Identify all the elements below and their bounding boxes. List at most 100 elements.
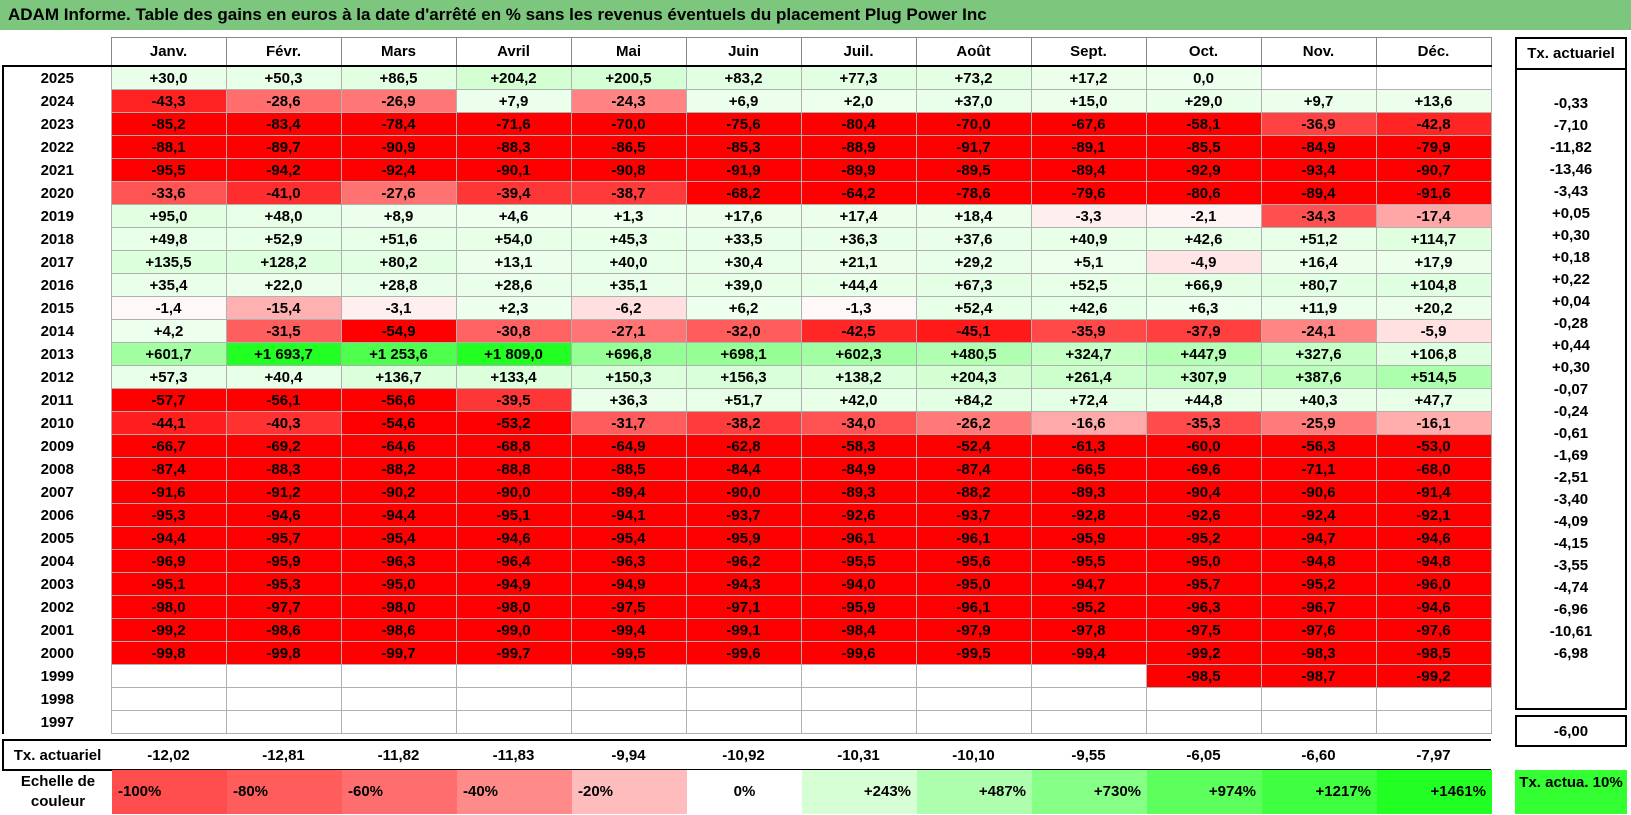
gain-cell: +307,9 bbox=[1145, 365, 1262, 389]
gain-cell: +30,0 bbox=[110, 65, 227, 90]
gain-cell: -94,8 bbox=[1375, 549, 1492, 573]
gain-cell: +601,7 bbox=[110, 342, 227, 366]
month-header: Févr. bbox=[225, 37, 342, 67]
gain-cell: -34,3 bbox=[1260, 204, 1377, 228]
gain-cell: -94,3 bbox=[685, 572, 802, 596]
header-corner bbox=[3, 37, 111, 67]
gain-cell: -31,5 bbox=[225, 319, 342, 343]
month-header: Avril bbox=[455, 37, 572, 67]
gain-cell: -58,3 bbox=[800, 434, 917, 458]
gain-cell bbox=[915, 687, 1032, 711]
gain-cell: -92,1 bbox=[1375, 503, 1492, 527]
gain-cell: +33,5 bbox=[685, 227, 802, 251]
gain-cell: -54,9 bbox=[340, 319, 457, 343]
footer-cell: -10,10 bbox=[916, 739, 1031, 771]
gain-cell: +95,0 bbox=[110, 204, 227, 228]
year-label: 2004 bbox=[2, 549, 111, 573]
gain-cell: -79,6 bbox=[1030, 181, 1147, 205]
color-scale-swatch: -20% bbox=[572, 770, 687, 814]
gain-cell: -95,5 bbox=[110, 158, 227, 182]
gain-cell: +261,4 bbox=[1030, 365, 1147, 389]
gain-cell: +16,4 bbox=[1260, 250, 1377, 274]
table-row: 2024 -43,3 -28,6 -26,9 +7,9 -24,3 +6,9 +2,0 +37,… bbox=[2, 89, 1492, 113]
gain-cell: -71,1 bbox=[1260, 457, 1377, 481]
gain-cell: -93,4 bbox=[1260, 158, 1377, 182]
gain-cell: +138,2 bbox=[800, 365, 917, 389]
table-row: 2014 +4,2 -31,5 -54,9 -30,8 -27,1 -32,0 -42,5 -4… bbox=[2, 319, 1492, 343]
gain-cell: -35,3 bbox=[1145, 411, 1262, 435]
gain-cell: -89,5 bbox=[915, 158, 1032, 182]
table-row: 1997 bbox=[2, 710, 1492, 734]
gain-cell: -92,6 bbox=[800, 503, 917, 527]
actuarial-rate-cell: +0,18 bbox=[1515, 246, 1627, 268]
gain-cell: -85,5 bbox=[1145, 135, 1262, 159]
gain-cell: -99,7 bbox=[455, 641, 572, 665]
gain-cell: -85,3 bbox=[685, 135, 802, 159]
gain-cell: +4,2 bbox=[110, 319, 227, 343]
year-label: 2019 bbox=[2, 204, 111, 228]
gain-cell: -88,1 bbox=[110, 135, 227, 159]
gain-cell: -24,3 bbox=[570, 89, 687, 113]
actuarial-rate-cell: +0,30 bbox=[1515, 224, 1627, 246]
gain-cell: -64,6 bbox=[340, 434, 457, 458]
gain-cell: -95,3 bbox=[110, 503, 227, 527]
actuarial-rate-cell: -6,96 bbox=[1515, 598, 1627, 620]
color-scale-swatch: -40% bbox=[457, 770, 572, 814]
gain-cell: -1,4 bbox=[110, 296, 227, 320]
table-row: 2011 -57,7 -56,1 -56,6 -39,5 +36,3 +51,7 +42,0 +… bbox=[2, 388, 1492, 412]
actuarial-rate-cell: +0,30 bbox=[1515, 356, 1627, 378]
gain-cell: -71,6 bbox=[455, 112, 572, 136]
actuarial-rate-cell: -7,10 bbox=[1515, 114, 1627, 136]
actuarial-rate-cell bbox=[1515, 69, 1627, 92]
gain-cell: -90,6 bbox=[1260, 480, 1377, 504]
gain-cell: +106,8 bbox=[1375, 342, 1492, 366]
color-scale-label: Echelle de couleur bbox=[20, 773, 96, 810]
gain-cell: +1 809,0 bbox=[455, 342, 572, 366]
gain-cell: -99,4 bbox=[1030, 641, 1147, 665]
gain-cell: +42,0 bbox=[800, 388, 917, 412]
color-scale-swatch: +730% bbox=[1032, 770, 1147, 814]
gain-cell: -98,6 bbox=[225, 618, 342, 642]
year-label: 2012 bbox=[2, 365, 111, 389]
gain-cell: -99,6 bbox=[685, 641, 802, 665]
gain-cell: +514,5 bbox=[1375, 365, 1492, 389]
table-row: 2015 -1,4 -15,4 -3,1 +2,3 -6,2 +6,2 -1,3 +52,4 +4… bbox=[2, 296, 1492, 320]
gain-cell: -94,2 bbox=[225, 158, 342, 182]
gain-cell: +133,4 bbox=[455, 365, 572, 389]
gain-cell: +48,0 bbox=[225, 204, 342, 228]
footer-cell: -6,60 bbox=[1261, 739, 1376, 771]
gain-cell: -95,2 bbox=[1030, 595, 1147, 619]
year-label: 2020 bbox=[2, 181, 111, 205]
year-label: 2001 bbox=[2, 618, 111, 642]
footer-cell: -12,02 bbox=[111, 739, 226, 771]
gain-cell: -89,1 bbox=[1030, 135, 1147, 159]
gain-cell bbox=[1375, 65, 1492, 90]
month-header: Oct. bbox=[1145, 37, 1262, 67]
gain-cell: -98,0 bbox=[110, 595, 227, 619]
year-label: 2022 bbox=[2, 135, 111, 159]
gain-cell: -17,4 bbox=[1375, 204, 1492, 228]
footer-cell: -11,83 bbox=[456, 739, 571, 771]
gain-cell: -98,0 bbox=[455, 595, 572, 619]
year-label: 2015 bbox=[2, 296, 111, 320]
gain-cell: -91,7 bbox=[915, 135, 1032, 159]
gain-cell: -97,9 bbox=[915, 618, 1032, 642]
footer-cell: -12,81 bbox=[226, 739, 341, 771]
table-row: 2000 -99,8 -99,8 -99,7 -99,7 -99,5 -99,6 -99,6-… bbox=[2, 641, 1492, 665]
gain-cell: -44,1 bbox=[110, 411, 227, 435]
gain-cell: +696,8 bbox=[570, 342, 687, 366]
gain-cell: -41,0 bbox=[225, 181, 342, 205]
month-header: Août bbox=[915, 37, 1032, 67]
gain-cell: -99,4 bbox=[570, 618, 687, 642]
gain-cell: -94,6 bbox=[1375, 526, 1492, 550]
table-row: 2006 -95,3 -94,6 -94,4 -95,1 -94,1 -93,7 -92,6-… bbox=[2, 503, 1492, 527]
gain-cell: +36,3 bbox=[570, 388, 687, 412]
gain-cell: -95,2 bbox=[1145, 526, 1262, 550]
month-header: Juin bbox=[685, 37, 802, 67]
gain-cell bbox=[340, 710, 457, 734]
gain-cell: -1,3 bbox=[800, 296, 917, 320]
gain-cell: -27,1 bbox=[570, 319, 687, 343]
color-scale-actuarial: Tx. actua. 10% bbox=[1515, 770, 1627, 814]
gain-cell: -37,9 bbox=[1145, 319, 1262, 343]
gain-cell: -88,2 bbox=[915, 480, 1032, 504]
